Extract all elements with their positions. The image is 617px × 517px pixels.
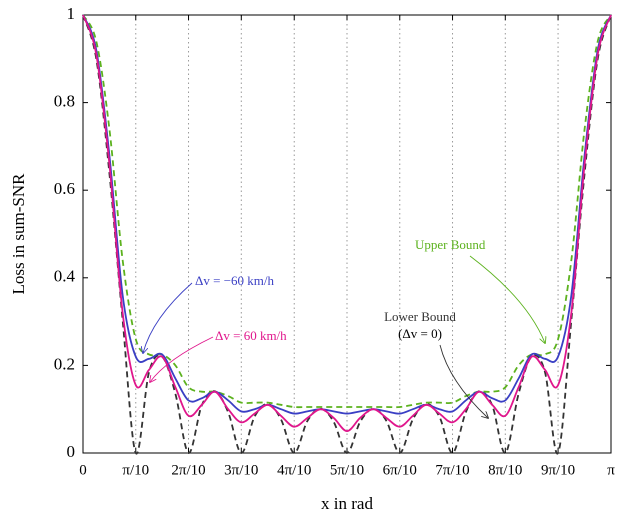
x-tick-label: 4π/10 [277,462,311,478]
annotation-arrow [469,255,545,343]
annotation-arrow [143,282,193,353]
y-tick-label: 0 [67,442,76,461]
y-tick-label: 0.6 [54,179,75,198]
x-tick-label: 3π/10 [224,462,258,478]
x-tick-label: 2π/10 [171,462,205,478]
y-tick-label: 1 [67,4,76,23]
series-line [82,14,612,455]
x-tick-label: 5π/10 [330,462,364,478]
series-label: Δv = −60 km/h [195,273,274,288]
series-label: Δv = 60 km/h [215,328,287,343]
y-tick-label: 0.8 [54,92,75,111]
x-tick-label: 6π/10 [383,462,417,478]
y-tick-label: 0.4 [54,267,76,286]
annotation-arrow [150,336,214,382]
y-tick-label: 0.2 [54,354,75,373]
x-tick-label: 0 [79,462,87,478]
series-label: Lower Bound [384,309,456,324]
x-axis-title: x in rad [321,494,373,513]
series-line [82,14,612,415]
x-tick-label: 8π/10 [488,462,522,478]
x-tick-label: 9π/10 [541,462,575,478]
x-tick-label: 7π/10 [435,462,469,478]
annotation: (Δv = 0) [398,326,442,341]
plot-frame [82,14,612,454]
x-tick-label: π/10 [122,462,149,478]
x-tick-label: π [607,462,615,478]
y-axis-title: Loss in sum-SNR [9,173,28,295]
series-line [82,14,612,433]
annotation-arrow [439,344,488,418]
series-label: Upper Bound [415,237,486,252]
